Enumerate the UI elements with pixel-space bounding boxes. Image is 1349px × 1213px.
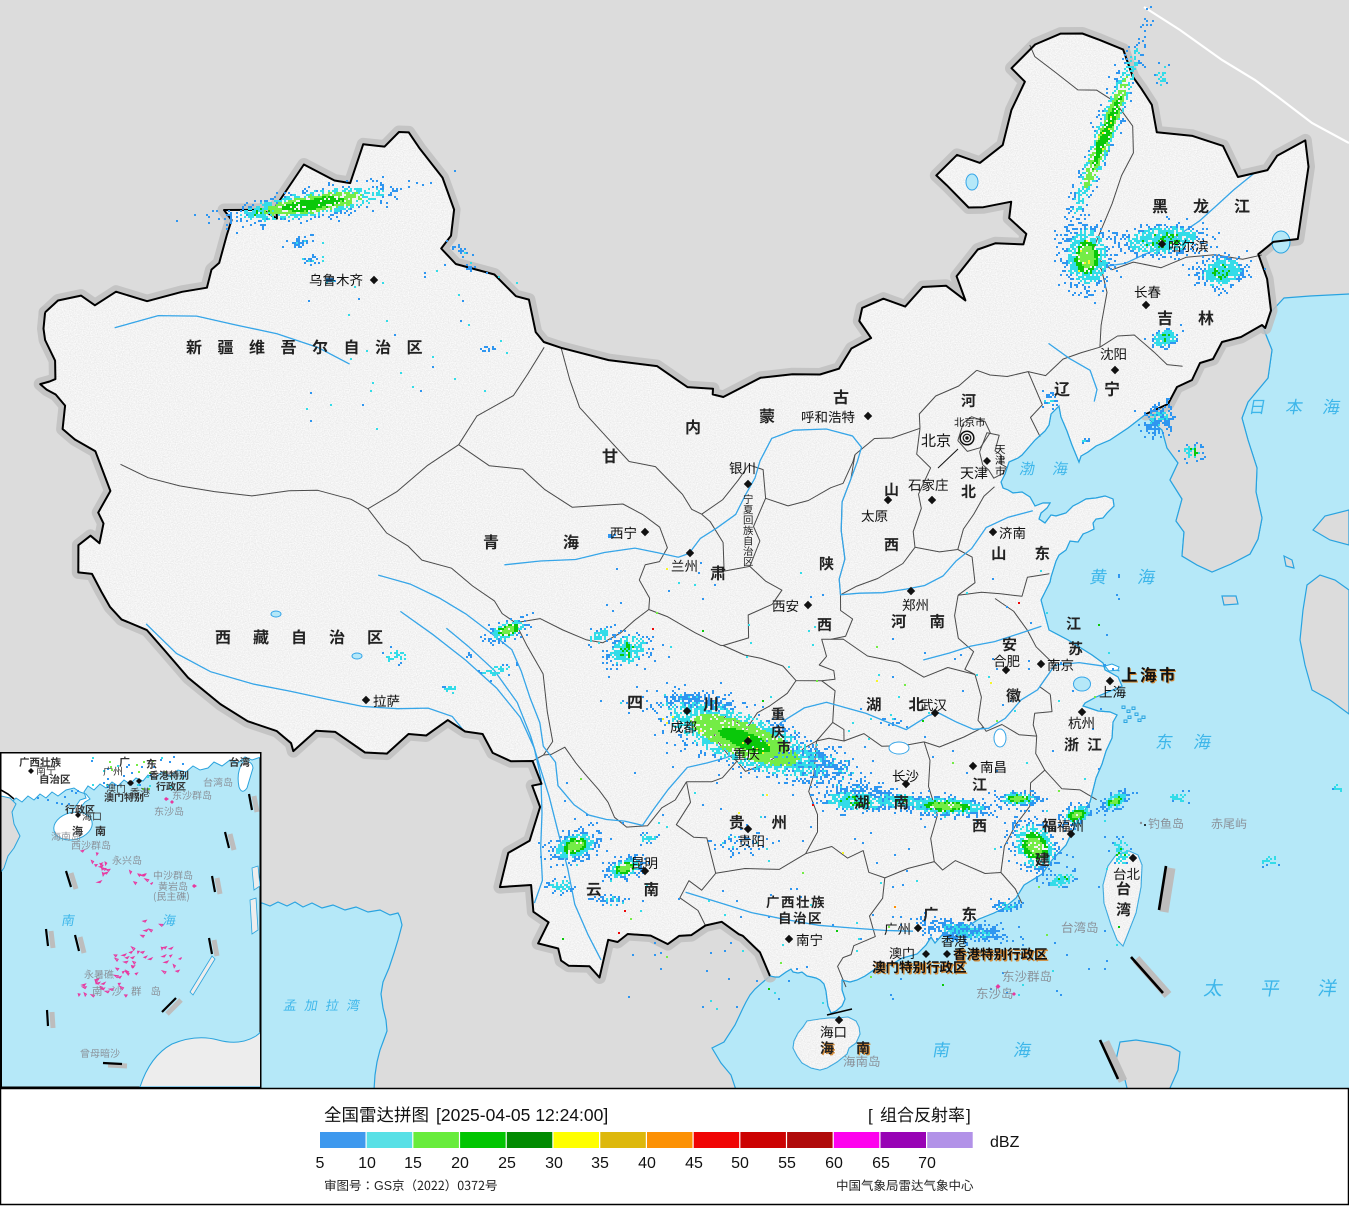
svg-text:[: [ — [868, 1106, 873, 1125]
svg-text:60: 60 — [825, 1155, 843, 1172]
svg-text:50: 50 — [731, 1155, 749, 1172]
svg-text:70: 70 — [918, 1155, 936, 1172]
svg-text:30: 30 — [545, 1155, 563, 1172]
svg-text:]: ] — [966, 1106, 971, 1125]
svg-text:15: 15 — [404, 1155, 422, 1172]
svg-text:65: 65 — [872, 1155, 890, 1172]
svg-text:5: 5 — [316, 1155, 325, 1172]
svg-text:55: 55 — [778, 1155, 796, 1172]
svg-text:10: 10 — [358, 1155, 376, 1172]
svg-text:dBZ: dBZ — [990, 1134, 1020, 1151]
svg-text:25: 25 — [498, 1155, 516, 1172]
svg-text:40: 40 — [638, 1155, 656, 1172]
svg-text:35: 35 — [591, 1155, 609, 1172]
svg-text:20: 20 — [451, 1155, 469, 1172]
svg-text:45: 45 — [685, 1155, 703, 1172]
svg-text:GS: GS — [374, 1179, 392, 1193]
svg-text:[2025-04-05 12:24:00]: [2025-04-05 12:24:00] — [436, 1105, 608, 1125]
